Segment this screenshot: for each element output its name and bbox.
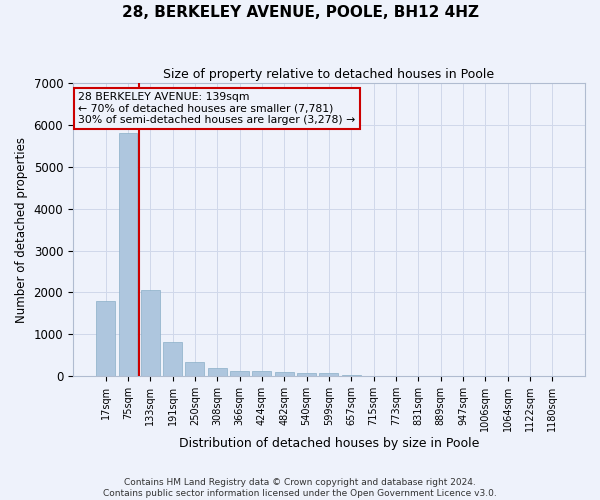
- Bar: [275, 372, 294, 376]
- Text: Contains HM Land Registry data © Crown copyright and database right 2024.
Contai: Contains HM Land Registry data © Crown c…: [103, 478, 497, 498]
- Bar: [230, 370, 249, 376]
- Bar: [163, 342, 182, 376]
- Bar: [141, 290, 160, 376]
- Bar: [297, 373, 316, 376]
- Y-axis label: Number of detached properties: Number of detached properties: [15, 136, 28, 322]
- X-axis label: Distribution of detached houses by size in Poole: Distribution of detached houses by size …: [179, 437, 479, 450]
- Bar: [253, 372, 271, 376]
- Title: Size of property relative to detached houses in Poole: Size of property relative to detached ho…: [163, 68, 494, 80]
- Bar: [185, 362, 205, 376]
- Text: 28, BERKELEY AVENUE, POOLE, BH12 4HZ: 28, BERKELEY AVENUE, POOLE, BH12 4HZ: [121, 5, 479, 20]
- Bar: [208, 368, 227, 376]
- Bar: [96, 301, 115, 376]
- Bar: [319, 374, 338, 376]
- Text: 28 BERKELEY AVENUE: 139sqm
← 70% of detached houses are smaller (7,781)
30% of s: 28 BERKELEY AVENUE: 139sqm ← 70% of deta…: [78, 92, 355, 125]
- Bar: [119, 134, 137, 376]
